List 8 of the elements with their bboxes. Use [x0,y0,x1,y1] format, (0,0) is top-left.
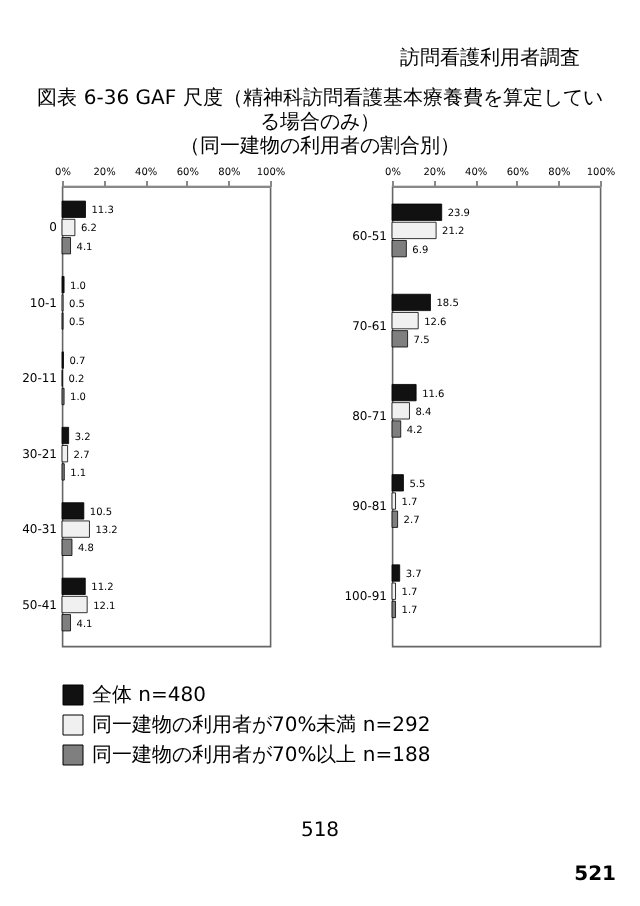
text: 図表 6-36 GAF 尺度（精神科訪問看護基本療養費を算定している場合のみ） [35,88,605,135]
text: 518 [298,820,342,842]
legend-label: 同一建物の利用者が70%以上 n=188 [92,743,431,767]
legend-label: 同一建物の利用者が70%未満 n=292 [92,713,431,737]
text: 521 [574,864,616,886]
text: （同一建物の利用者の割合別） [178,136,462,160]
legend-label: 全体 n=480 [92,683,206,707]
text: 訪問看護利用者調査 [400,45,580,72]
